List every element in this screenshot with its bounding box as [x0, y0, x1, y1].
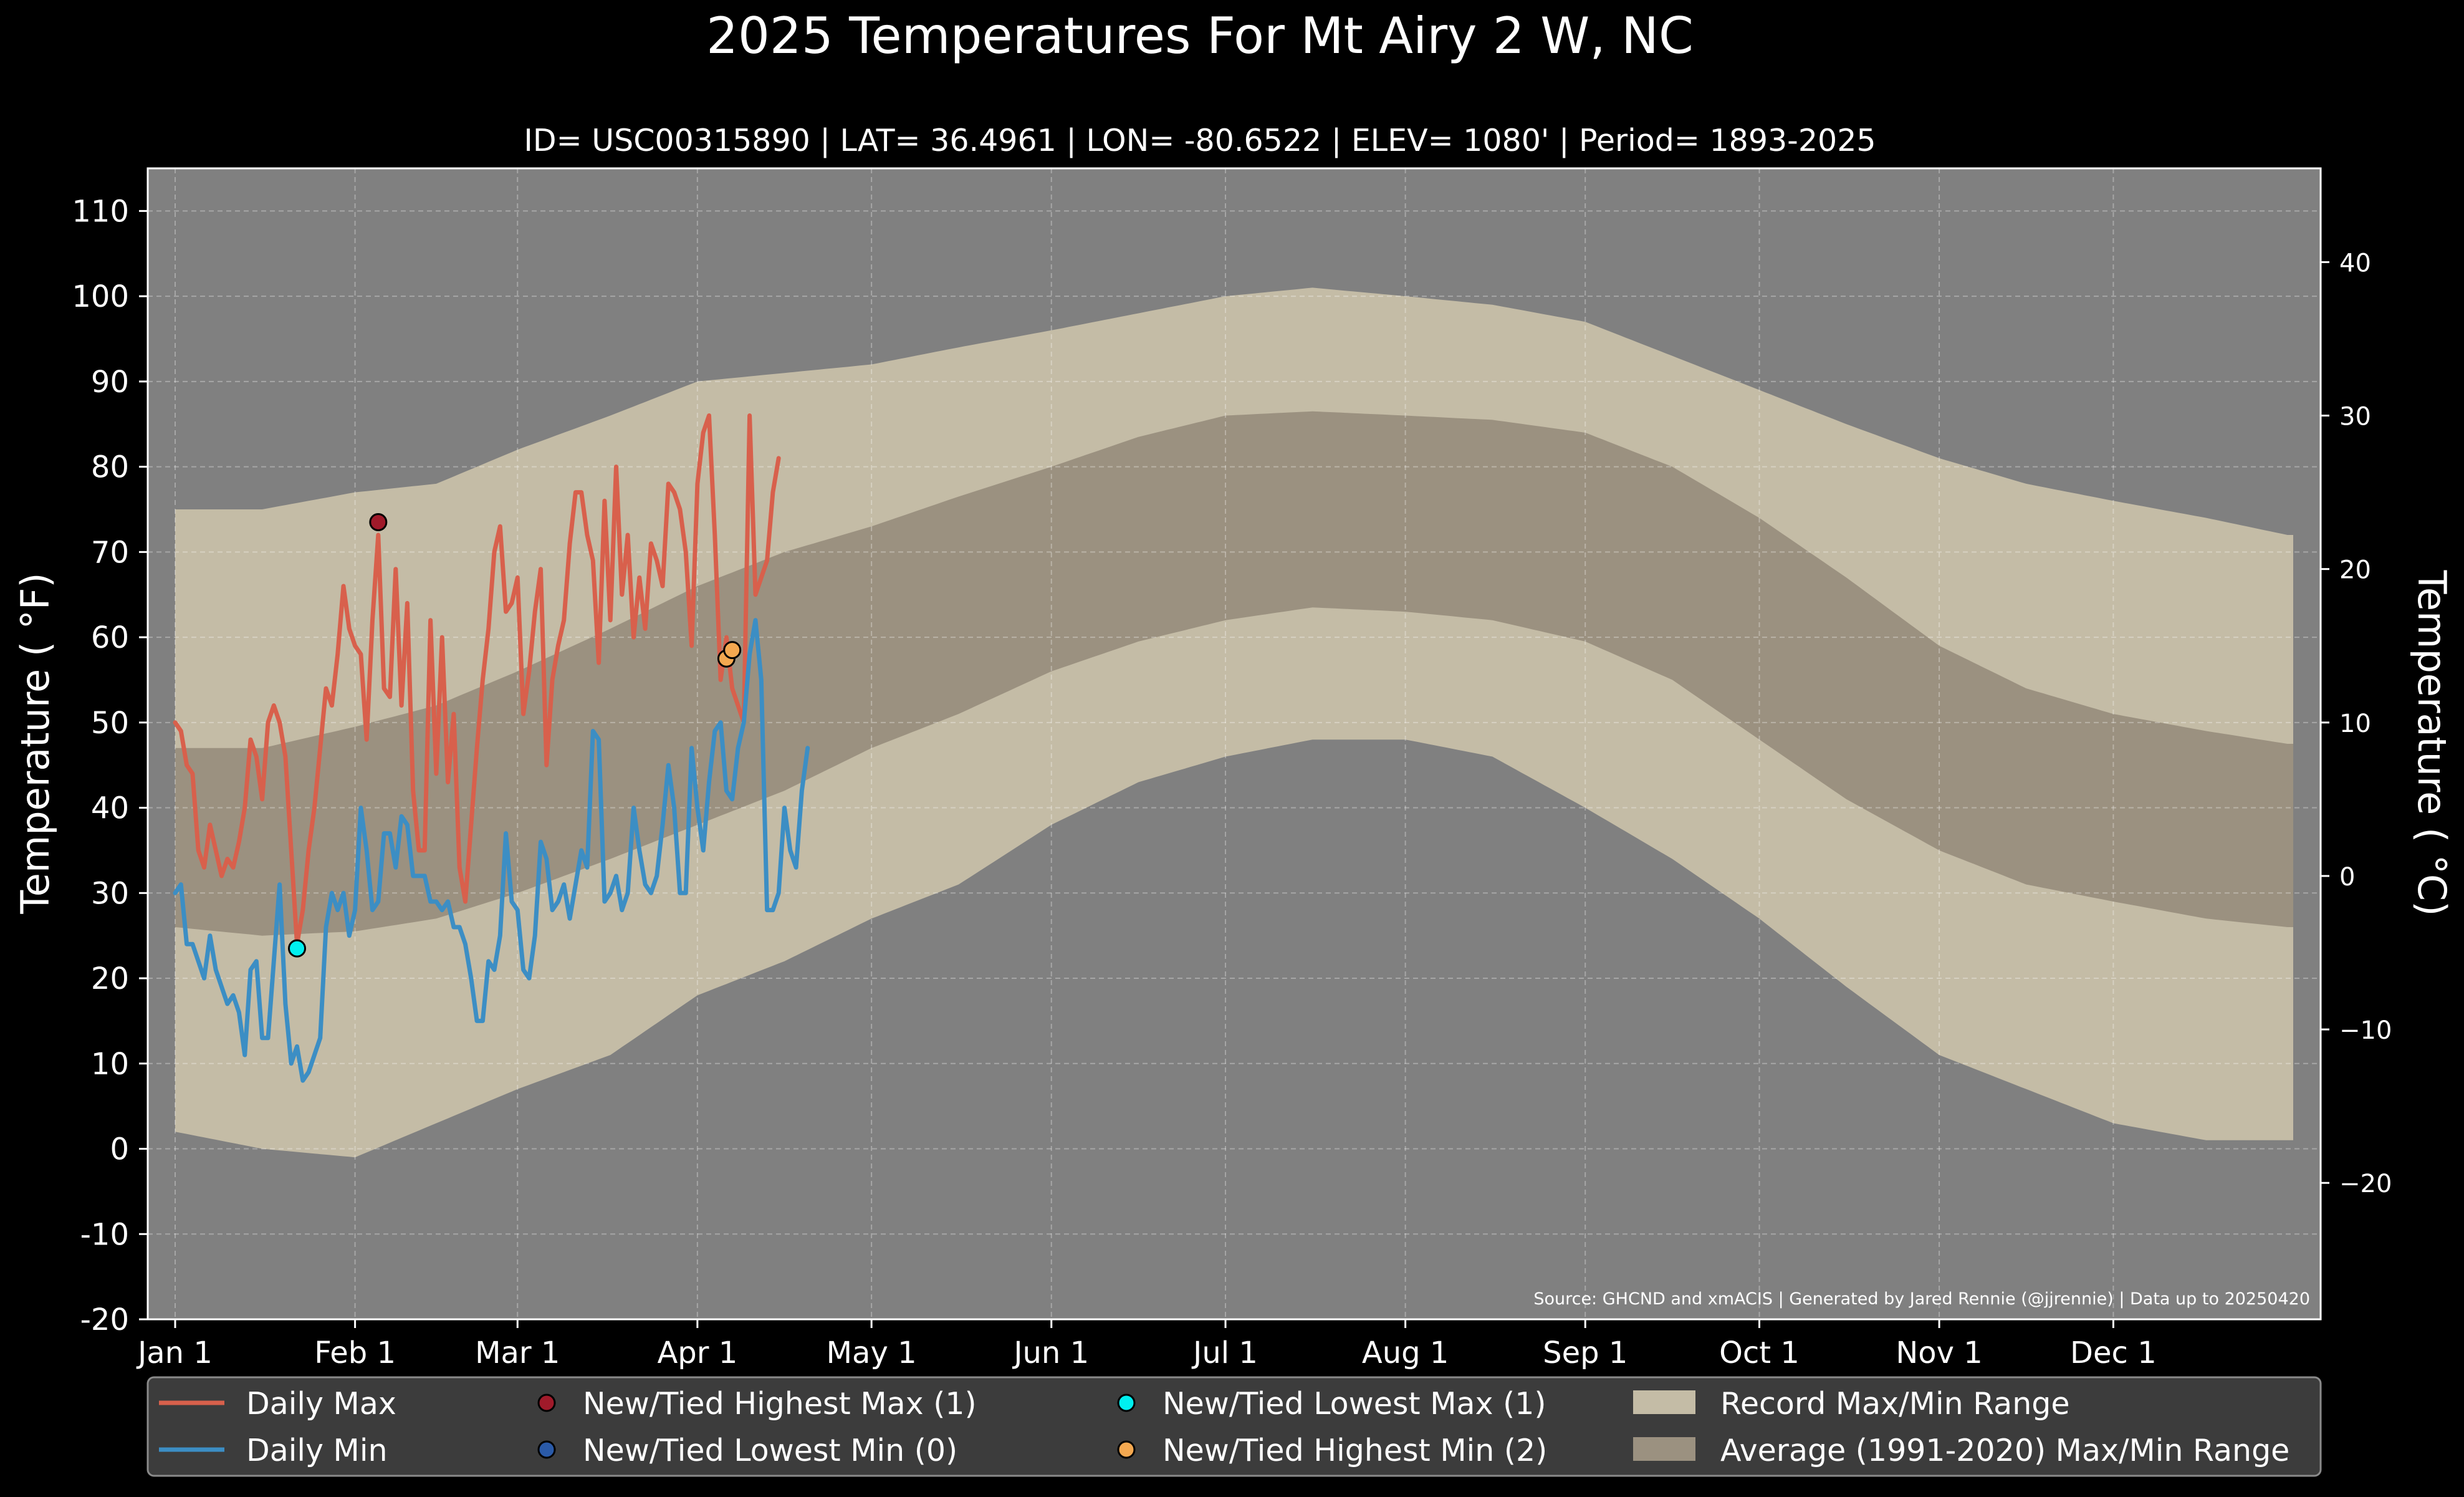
y-tick-label: 80	[91, 450, 129, 485]
legend-label: Average (1991-2020) Max/Min Range	[1720, 1433, 2289, 1468]
legend-swatch-marker	[537, 1394, 556, 1412]
x-tick-label: Jun 1	[1012, 1336, 1089, 1370]
y-tick-label: 70	[91, 535, 129, 570]
new-highest-max-marker	[369, 513, 388, 531]
y-tick-label: 10	[91, 1047, 129, 1082]
legend-swatch-marker	[537, 1440, 556, 1459]
x-tick-label: Mar 1	[475, 1336, 560, 1370]
legend-label: New/Tied Lowest Max (1)	[1162, 1386, 1546, 1422]
x-tick-label: Apr 1	[657, 1336, 737, 1370]
legend-box	[146, 1376, 2322, 1477]
x-tick-label: Sep 1	[1543, 1336, 1627, 1370]
average-range-band	[175, 411, 2293, 936]
legend-label: New/Tied Lowest Min (0)	[583, 1433, 957, 1468]
y-axis-label: Temperature ( °F)	[12, 572, 58, 914]
x-tick-label: Dec 1	[2070, 1336, 2157, 1370]
y2-tick-label: −10	[2339, 1016, 2392, 1045]
source-note: Source: GHCND and xmACIS | Generated by …	[1533, 1289, 2310, 1309]
legend-swatch-marker	[1117, 1394, 1136, 1412]
y-tick-label: 20	[91, 961, 129, 996]
x-tick-label: Aug 1	[1362, 1336, 1449, 1370]
y-tick-label: -20	[80, 1302, 129, 1337]
y-tick-label: 30	[91, 876, 129, 911]
y2-tick-label: 0	[2339, 863, 2355, 892]
y2-tick-label: 40	[2339, 249, 2371, 277]
y-tick-label: 90	[91, 365, 129, 400]
y-tick-label: -10	[80, 1217, 129, 1252]
record-range-band	[175, 287, 2293, 1158]
y-tick-label: 0	[110, 1132, 129, 1167]
y-tick-label: 110	[72, 194, 129, 229]
y2-tick-label: 30	[2339, 403, 2371, 431]
legend-swatch-patch	[1633, 1437, 1695, 1461]
y-tick-label: 40	[91, 791, 129, 826]
legend-swatch-marker	[1117, 1440, 1136, 1459]
x-tick-label: May 1	[827, 1336, 917, 1370]
legend-label: New/Tied Highest Max (1)	[583, 1386, 977, 1422]
new-highest-min-marker	[723, 641, 742, 660]
legend-label: New/Tied Highest Min (2)	[1162, 1433, 1547, 1468]
y-tick-label: 60	[91, 620, 129, 655]
x-tick-label: Feb 1	[314, 1336, 396, 1370]
x-tick-label: Jul 1	[1191, 1336, 1258, 1370]
legend-label: Record Max/Min Range	[1720, 1386, 2070, 1422]
legend-label: Daily Min	[246, 1433, 388, 1468]
chart-title: 2025 Temperatures For Mt Airy 2 W, NC	[706, 7, 1694, 65]
daily-max-line	[173, 413, 781, 946]
y2-tick-label: 20	[2339, 556, 2371, 585]
y-axis-label-right: Temperature ( °C)	[2409, 570, 2455, 917]
y-tick-label: 100	[72, 279, 129, 314]
chart-subtitle: ID= USC00315890 | LAT= 36.4961 | LON= -8…	[524, 123, 1876, 158]
y2-tick-label: −20	[2339, 1170, 2392, 1198]
y2-tick-label: 10	[2339, 710, 2371, 738]
legend-label: Daily Max	[246, 1386, 396, 1422]
x-tick-label: Jan 1	[136, 1336, 213, 1370]
new-lowest-max-marker	[288, 939, 307, 958]
daily-min-line	[173, 618, 810, 1083]
legend-swatch-patch	[1633, 1390, 1695, 1414]
plot-area: -20 -10 0 10 20 30 40 50 60 70 80 90 100 110 −20 −10 0 10…	[72, 167, 2392, 1370]
y-tick-label: 50	[91, 706, 129, 741]
plot-frame	[146, 167, 2322, 1321]
x-tick-label: Nov 1	[1896, 1336, 1982, 1370]
legend: Daily Max Daily Min New/Tied Highest Max (…	[146, 1376, 2322, 1477]
x-tick-label: Oct 1	[1719, 1336, 1800, 1370]
